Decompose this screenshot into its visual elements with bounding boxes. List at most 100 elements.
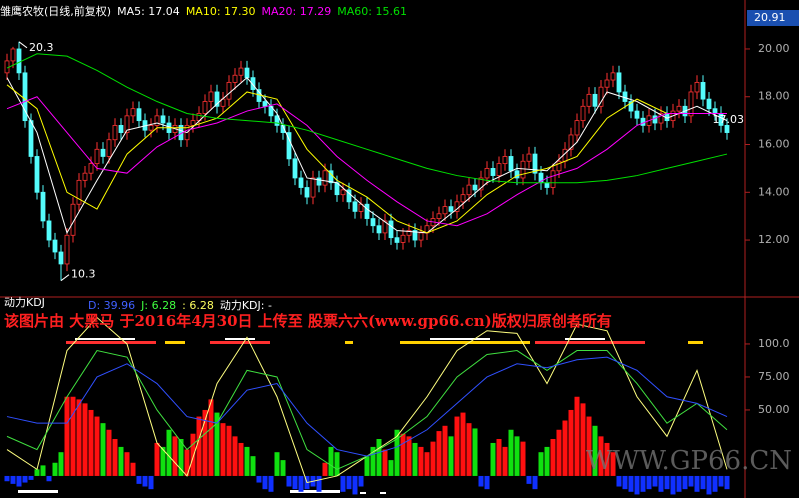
candle-body (262, 101, 268, 107)
bar (562, 420, 568, 476)
candle-body (724, 125, 730, 133)
banner: 该图片由 大黑马 于2016年4月30日 上传至 股票六六(www.gp66.c… (4, 312, 612, 330)
bar (148, 475, 154, 490)
candle-body (592, 93, 598, 107)
candle-body (286, 132, 292, 160)
candle-body (292, 158, 298, 179)
candle-body (16, 48, 22, 74)
bar (22, 475, 28, 483)
bar (250, 456, 256, 476)
bar (568, 409, 574, 476)
bar (280, 460, 286, 476)
bar (430, 441, 436, 476)
bar (16, 475, 22, 487)
bar (268, 475, 274, 492)
candle-body (568, 134, 574, 150)
candle-body (400, 234, 406, 243)
bar (406, 436, 412, 476)
candle-body (508, 156, 514, 172)
candle-body (202, 101, 208, 114)
y-tick-label: 14.00 (758, 185, 790, 198)
candle-body (118, 125, 124, 133)
bar (508, 429, 514, 476)
y-tick-label: 20.00 (758, 42, 790, 55)
candle-body (340, 189, 346, 196)
candle-body (94, 148, 100, 165)
candle-body (154, 115, 160, 126)
candle-body (160, 115, 166, 124)
candle-body (82, 172, 88, 181)
watermark: WWW.GP66.CN (586, 446, 792, 476)
bar (346, 475, 352, 490)
bar (328, 446, 334, 476)
candle-body (610, 72, 616, 81)
bar (46, 475, 52, 482)
candle-body (28, 120, 34, 157)
bar (598, 436, 604, 476)
candle-body (208, 91, 214, 102)
bar (694, 475, 700, 492)
bar (172, 436, 178, 476)
ma-header: 雏鹰农牧(日线,前复权) MA5: 17.04 MA10: 17.30 MA20: 1… (0, 3, 419, 19)
bar (664, 475, 670, 490)
bar (700, 475, 706, 490)
bar (634, 475, 640, 495)
bar (682, 475, 688, 490)
line (6, 96, 727, 227)
bar (472, 428, 478, 476)
bar (262, 475, 268, 490)
candle-body (370, 218, 376, 227)
candle-body (238, 67, 244, 76)
candle-body (496, 163, 502, 176)
bar (178, 438, 184, 476)
bar (670, 475, 676, 495)
bar (166, 429, 172, 476)
candle-body (460, 194, 466, 203)
candle-body (520, 160, 526, 179)
y-tick-label: 12.00 (758, 233, 790, 246)
bar (76, 399, 82, 476)
candle-body (598, 86, 604, 107)
candle-body (418, 232, 424, 241)
bar (226, 425, 232, 476)
bar (652, 475, 658, 487)
bar (592, 425, 598, 476)
candle-body (58, 251, 64, 265)
bar (28, 475, 34, 480)
candle-body (10, 48, 16, 62)
candle-body (124, 115, 130, 133)
bar (58, 452, 64, 476)
legend-entry: J: 6.28 (141, 299, 177, 312)
candle-body (382, 220, 388, 234)
bar (706, 475, 712, 495)
bar (340, 475, 346, 492)
bar (322, 462, 328, 476)
candle-body (694, 82, 700, 93)
bar (376, 438, 382, 476)
bar (610, 452, 616, 476)
candle-body (658, 113, 664, 124)
candle-body (310, 177, 316, 198)
bar (622, 475, 628, 490)
bar (52, 462, 58, 476)
legend-entry: MA10: 17.30 (185, 5, 256, 18)
candle-body (130, 108, 136, 117)
bar (214, 412, 220, 476)
candle-body (88, 163, 94, 174)
candle-body (46, 220, 52, 241)
bar (40, 465, 46, 476)
bar (244, 446, 250, 476)
bar (484, 475, 490, 490)
bar (418, 446, 424, 476)
bar (532, 475, 538, 490)
line (6, 76, 728, 235)
bar (388, 460, 394, 476)
bar (676, 475, 682, 492)
candle-body (604, 79, 610, 88)
legend-entry: MA60: 15.61 (337, 5, 407, 18)
kdj-legend: D: 39.96 J: 6.28: 6.28 动力KDJ: - (88, 297, 278, 313)
bar (292, 475, 298, 490)
candle-body (76, 179, 82, 205)
